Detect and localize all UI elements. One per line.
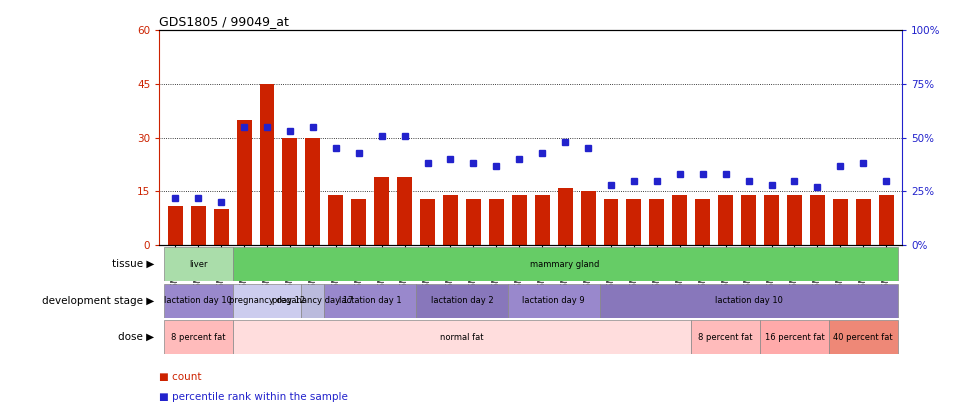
Text: 8 percent fat: 8 percent fat (171, 333, 226, 342)
Text: lactation day 1: lactation day 1 (339, 296, 401, 305)
Bar (511, 195, 527, 245)
Bar (856, 198, 870, 245)
Bar (673, 195, 687, 245)
Text: preganancy day 17: preganancy day 17 (272, 296, 353, 305)
Bar (233, 247, 897, 281)
Bar (236, 120, 252, 245)
Text: lactation day 2: lactation day 2 (430, 296, 493, 305)
Text: dose ▶: dose ▶ (119, 332, 154, 342)
Bar (760, 320, 829, 354)
Bar (649, 198, 664, 245)
Bar (420, 198, 435, 245)
Bar (489, 198, 504, 245)
Bar (164, 320, 233, 354)
Text: lactation day 9: lactation day 9 (522, 296, 585, 305)
Bar (398, 177, 412, 245)
Text: GDS1805 / 99049_at: GDS1805 / 99049_at (159, 15, 290, 28)
Bar (696, 198, 710, 245)
Text: tissue ▶: tissue ▶ (112, 259, 154, 269)
Bar (879, 195, 894, 245)
Bar (283, 138, 297, 245)
Text: lactation day 10: lactation day 10 (164, 296, 233, 305)
Bar (829, 320, 897, 354)
Text: pregnancy day 12: pregnancy day 12 (229, 296, 305, 305)
Text: ■ percentile rank within the sample: ■ percentile rank within the sample (159, 392, 348, 402)
Bar (164, 284, 233, 318)
Bar (508, 284, 599, 318)
Bar (351, 198, 366, 245)
Text: lactation day 10: lactation day 10 (715, 296, 783, 305)
Bar (603, 198, 619, 245)
Bar (164, 247, 233, 281)
Text: 8 percent fat: 8 percent fat (699, 333, 753, 342)
Bar (191, 206, 206, 245)
Bar (535, 195, 550, 245)
Bar (328, 195, 344, 245)
Bar (764, 195, 779, 245)
Bar (443, 195, 458, 245)
Bar (626, 198, 642, 245)
Bar (301, 284, 324, 318)
Bar (324, 284, 416, 318)
Bar (581, 192, 595, 245)
Bar (833, 198, 848, 245)
Bar (718, 195, 733, 245)
Text: normal fat: normal fat (440, 333, 483, 342)
Bar (168, 206, 182, 245)
Bar (233, 284, 301, 318)
Bar (466, 198, 481, 245)
Bar (306, 138, 320, 245)
Bar (374, 177, 389, 245)
Bar (691, 320, 760, 354)
Text: 16 percent fat: 16 percent fat (764, 333, 824, 342)
Bar (233, 320, 691, 354)
Text: 40 percent fat: 40 percent fat (834, 333, 893, 342)
Bar (416, 284, 508, 318)
Bar (741, 195, 756, 245)
Text: ■ count: ■ count (159, 372, 202, 382)
Bar (260, 84, 274, 245)
Bar (558, 188, 572, 245)
Text: liver: liver (189, 260, 207, 269)
Text: development stage ▶: development stage ▶ (42, 296, 154, 306)
Bar (213, 209, 229, 245)
Text: mammary gland: mammary gland (531, 260, 600, 269)
Bar (787, 195, 802, 245)
Bar (810, 195, 825, 245)
Bar (599, 284, 897, 318)
